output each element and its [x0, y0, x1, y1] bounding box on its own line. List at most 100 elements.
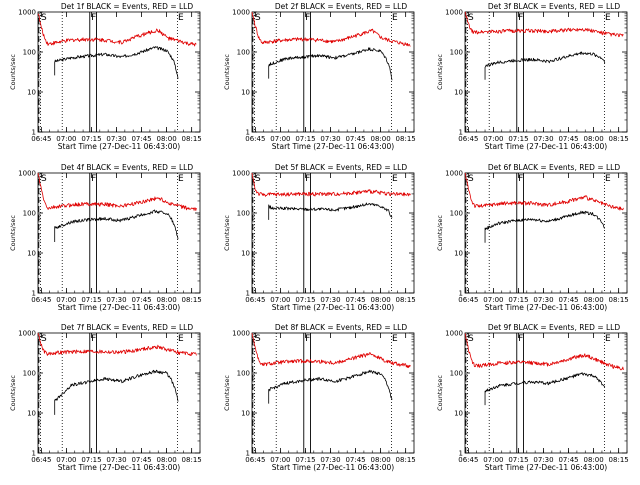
x-tick-label: 08:00 [371, 296, 391, 304]
y-tick-label: 100 [23, 370, 36, 378]
marker-label-f: F [91, 174, 96, 184]
panel-title: Det 8f BLACK = Events, RED = LLD [275, 323, 408, 332]
y-tick-label: 1 [459, 450, 463, 458]
series-line-events [268, 202, 393, 220]
y-axis-label: Counts/sec [223, 215, 231, 251]
y-tick-label: 1 [32, 450, 36, 458]
y-tick-label: 1 [459, 290, 463, 298]
series-line-events [484, 372, 606, 406]
marker-label-s: S [41, 174, 47, 184]
y-axis-label: Counts/sec [9, 375, 17, 411]
y-tick-label: 10 [454, 250, 463, 258]
series-line-events [268, 369, 393, 404]
panel-title: Det 6f BLACK = Events, RED = LLD [488, 163, 621, 172]
x-tick-label: 07:30 [320, 456, 340, 464]
panel-det-6: Det 6f BLACK = Events, RED = LLD 1 10 100 10… [436, 163, 629, 312]
panel-title: Det 2f BLACK = Events, RED = LLD [275, 2, 408, 11]
x-tick-label: 07:00 [483, 296, 503, 304]
x-tick-label: 08:00 [371, 135, 391, 143]
x-tick-label: 06:45 [31, 135, 51, 143]
marker-label-s: S [41, 334, 47, 344]
series-line-lld [464, 11, 624, 38]
series-line-lld [251, 11, 411, 47]
x-tick-label: 06:45 [245, 135, 265, 143]
x-tick-label: 06:45 [458, 456, 478, 464]
x-axis-label: Start Time (27-Dec-11 06:43:00) [485, 303, 607, 312]
y-tick-label: 100 [237, 210, 250, 218]
y-axis-label: Counts/sec [9, 215, 17, 251]
marker-label-e: E [178, 13, 184, 23]
panel-title: Det 5f BLACK = Events, RED = LLD [275, 163, 408, 172]
x-tick-label: 07:45 [131, 135, 151, 143]
plot-frame [251, 11, 415, 133]
x-tick-label: 07:00 [270, 456, 290, 464]
y-tick-label: 1 [32, 290, 36, 298]
series-line-events [484, 51, 606, 80]
x-tick-label: 07:15 [508, 456, 528, 464]
x-tick-label: 07:00 [56, 456, 76, 464]
series-line-lld [464, 333, 624, 371]
marker-label-e: E [392, 174, 398, 184]
y-tick-label: 1000 [18, 170, 36, 178]
marker-label-f: F [305, 174, 310, 184]
y-tick-label: 1 [246, 129, 250, 137]
marker-label-s: S [255, 334, 261, 344]
series-line-lld [251, 333, 411, 369]
panel-det-4: Det 4f BLACK = Events, RED = LLD 1 10 100 10… [9, 163, 202, 312]
y-axis-label: Counts/sec [436, 375, 444, 411]
plot-frame [464, 11, 628, 133]
marker-label-f: F [305, 13, 310, 23]
x-tick-label: 07:15 [295, 135, 315, 143]
marker-label-f: F [305, 334, 310, 344]
x-tick-label: 07:30 [533, 456, 553, 464]
y-tick-label: 1000 [445, 9, 463, 17]
plot-frame [251, 332, 415, 454]
marker-label-e: E [178, 174, 184, 184]
plot-frame [37, 172, 201, 294]
plot-frame [37, 332, 201, 454]
panel-title: Det 7f BLACK = Events, RED = LLD [61, 323, 194, 332]
x-tick-label: 07:15 [295, 456, 315, 464]
x-tick-label: 08:15 [609, 135, 629, 143]
x-tick-label: 06:45 [458, 296, 478, 304]
x-tick-label: 07:45 [558, 296, 578, 304]
x-tick-label: 08:15 [396, 296, 416, 304]
x-axis-label: Start Time (27-Dec-11 06:43:00) [272, 303, 394, 312]
y-tick-label: 1000 [232, 9, 250, 17]
x-axis-label: Start Time (27-Dec-11 06:43:00) [58, 463, 180, 472]
marker-label-f: F [91, 334, 96, 344]
x-tick-label: 08:15 [609, 296, 629, 304]
x-tick-label: 07:45 [345, 456, 365, 464]
y-axis-label: Counts/sec [436, 215, 444, 251]
series-line-events [484, 210, 605, 243]
marker-label-s: S [468, 174, 474, 184]
x-tick-label: 07:15 [81, 296, 101, 304]
x-tick-label: 06:45 [31, 296, 51, 304]
y-axis-label: Counts/sec [9, 54, 17, 90]
x-tick-label: 08:15 [396, 135, 416, 143]
x-tick-label: 07:30 [106, 296, 126, 304]
x-tick-label: 08:15 [396, 456, 416, 464]
x-tick-label: 08:00 [584, 135, 604, 143]
plot-frame [37, 11, 201, 133]
panel-det-9: Det 9f BLACK = Events, RED = LLD 1 10 100 10… [436, 323, 629, 472]
series-line-events [54, 209, 179, 242]
marker-label-f: F [91, 13, 96, 23]
x-tick-label: 07:15 [295, 296, 315, 304]
x-axis-label: Start Time (27-Dec-11 06:43:00) [272, 142, 394, 151]
y-tick-label: 1000 [232, 330, 250, 338]
marker-label-s: S [468, 334, 474, 344]
x-axis-label: Start Time (27-Dec-11 06:43:00) [272, 463, 394, 472]
x-tick-label: 07:00 [270, 296, 290, 304]
y-axis-label: Counts/sec [223, 375, 231, 411]
panel-det-8: Det 8f BLACK = Events, RED = LLD 1 10 100 10… [223, 323, 416, 472]
y-tick-label: 100 [450, 370, 463, 378]
x-tick-label: 07:15 [81, 456, 101, 464]
x-tick-label: 07:45 [345, 135, 365, 143]
panel-det-5: Det 5f BLACK = Events, RED = LLD 1 10 100 10… [223, 163, 416, 312]
y-tick-label: 10 [27, 410, 36, 418]
plot-frame [251, 172, 415, 294]
series-line-events [54, 46, 179, 79]
x-tick-label: 07:45 [131, 456, 151, 464]
